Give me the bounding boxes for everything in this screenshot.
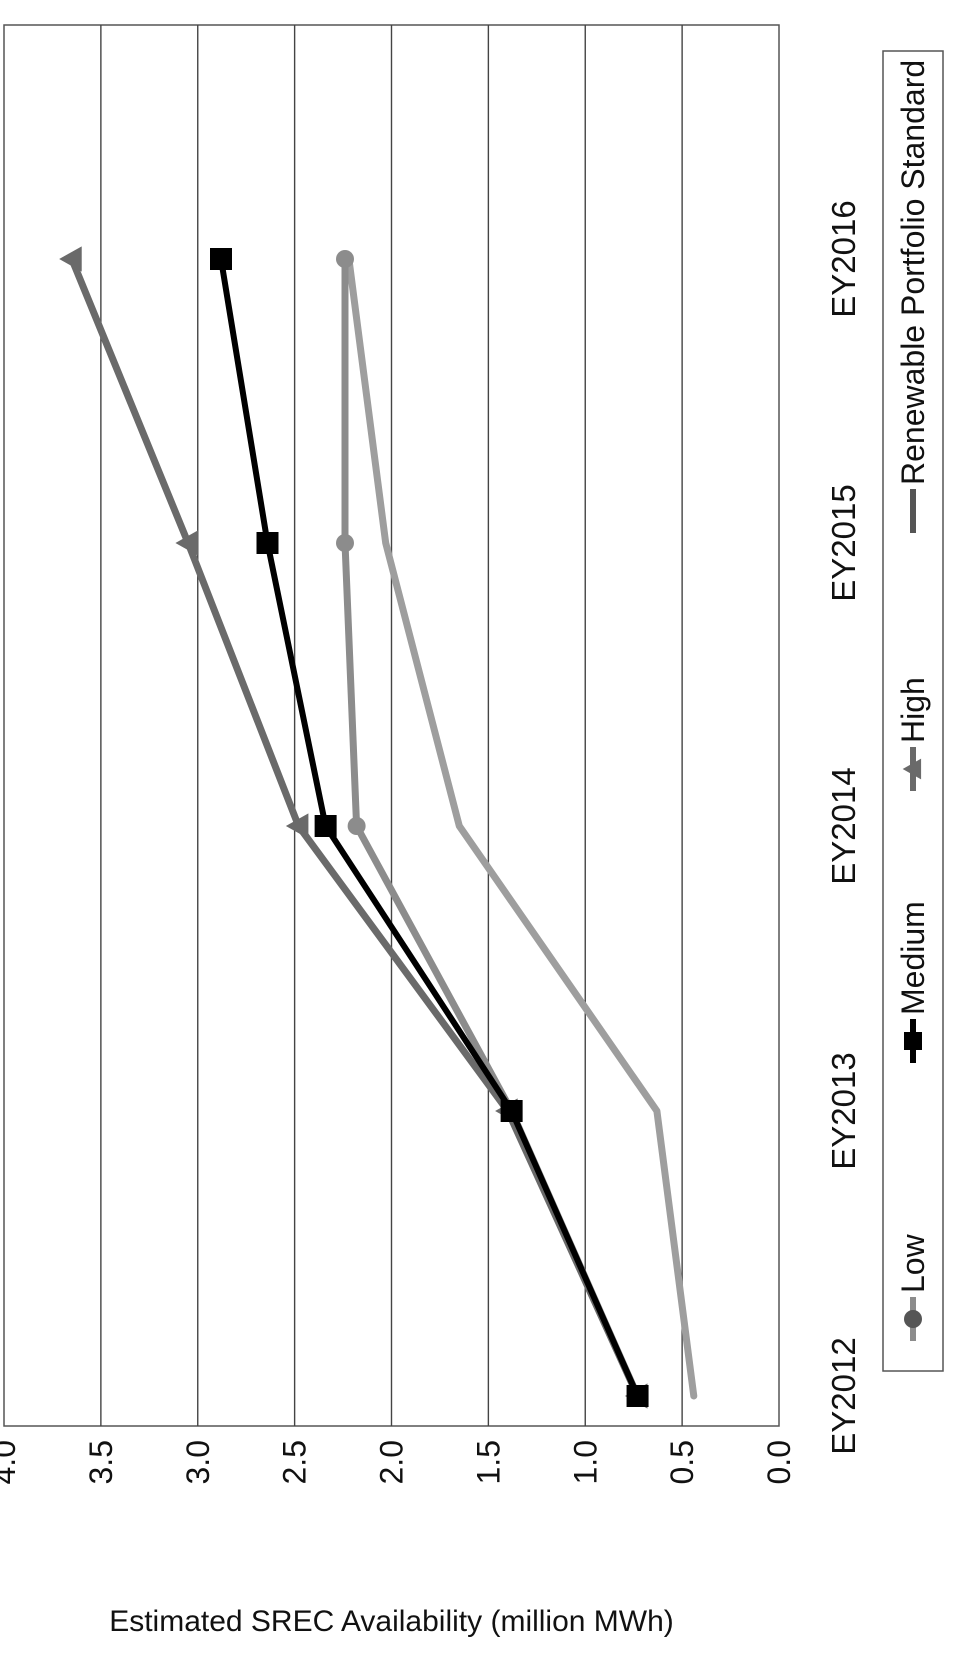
x-tick-label: EY2013: [825, 1052, 862, 1169]
legend-label: Medium: [895, 901, 931, 1015]
y-tick-label: 3.5: [83, 1440, 119, 1484]
square-marker: [314, 815, 337, 837]
triangle-marker: [902, 758, 922, 780]
gridlines: [3, 24, 780, 1427]
y-tick-label: 1.0: [567, 1440, 603, 1484]
legend-entry-medium: Medium: [895, 901, 931, 1063]
legend-entry-high: High: [895, 677, 931, 791]
y-tick-label: 4.0: [0, 1440, 22, 1484]
legend: Low Medium High Renewable Portfolio Standar…: [882, 50, 944, 1372]
legend-label: High: [895, 677, 931, 743]
x-tick-label: EY2016: [825, 200, 862, 317]
series-renewable-portfolio-standard: [345, 255, 698, 1400]
legend-label: Low: [895, 1233, 931, 1293]
y-tick-label: 2.0: [374, 1440, 410, 1484]
y-tick-label: 3.0: [180, 1440, 216, 1484]
y-tick-label: 2.5: [277, 1440, 313, 1484]
square-marker: [626, 1385, 649, 1407]
circle-marker: [336, 534, 354, 552]
x-tick-label: EY2015: [825, 484, 862, 601]
square-marker: [210, 248, 232, 270]
triangle-marker: [59, 246, 82, 272]
legend-entry-renewable-portfolio-standard: Renewable Portfolio Standard: [895, 60, 931, 533]
axis-layer: Estimated SREC Availability (million MWh…: [0, 200, 862, 1638]
triangle-marker: [285, 813, 309, 839]
circle-marker: [347, 817, 366, 835]
plot-area: Estimated SREC Availability (million MWh…: [0, 24, 944, 1638]
x-tick-label: EY2014: [825, 767, 862, 884]
series-layer: [59, 246, 698, 1409]
y-axis-label: Estimated SREC Availability (million MWh…: [109, 1605, 674, 1638]
y-tick-label: 0.0: [761, 1440, 797, 1484]
square-marker: [256, 532, 279, 554]
x-tick-label: EY2012: [825, 1337, 862, 1454]
legend-box: [882, 50, 944, 1372]
square-marker: [904, 1032, 922, 1050]
y-tick-label: 0.5: [664, 1440, 700, 1484]
legend-entry-low: Low: [895, 1233, 931, 1341]
circle-marker: [904, 1310, 922, 1328]
circle-marker: [336, 250, 354, 268]
legend-label: Renewable Portfolio Standard: [895, 60, 931, 485]
triangle-marker: [175, 530, 198, 556]
square-marker: [500, 1100, 523, 1122]
y-tick-label: 1.5: [470, 1440, 506, 1484]
series-medium: [210, 248, 649, 1407]
series-line: [345, 255, 698, 1400]
